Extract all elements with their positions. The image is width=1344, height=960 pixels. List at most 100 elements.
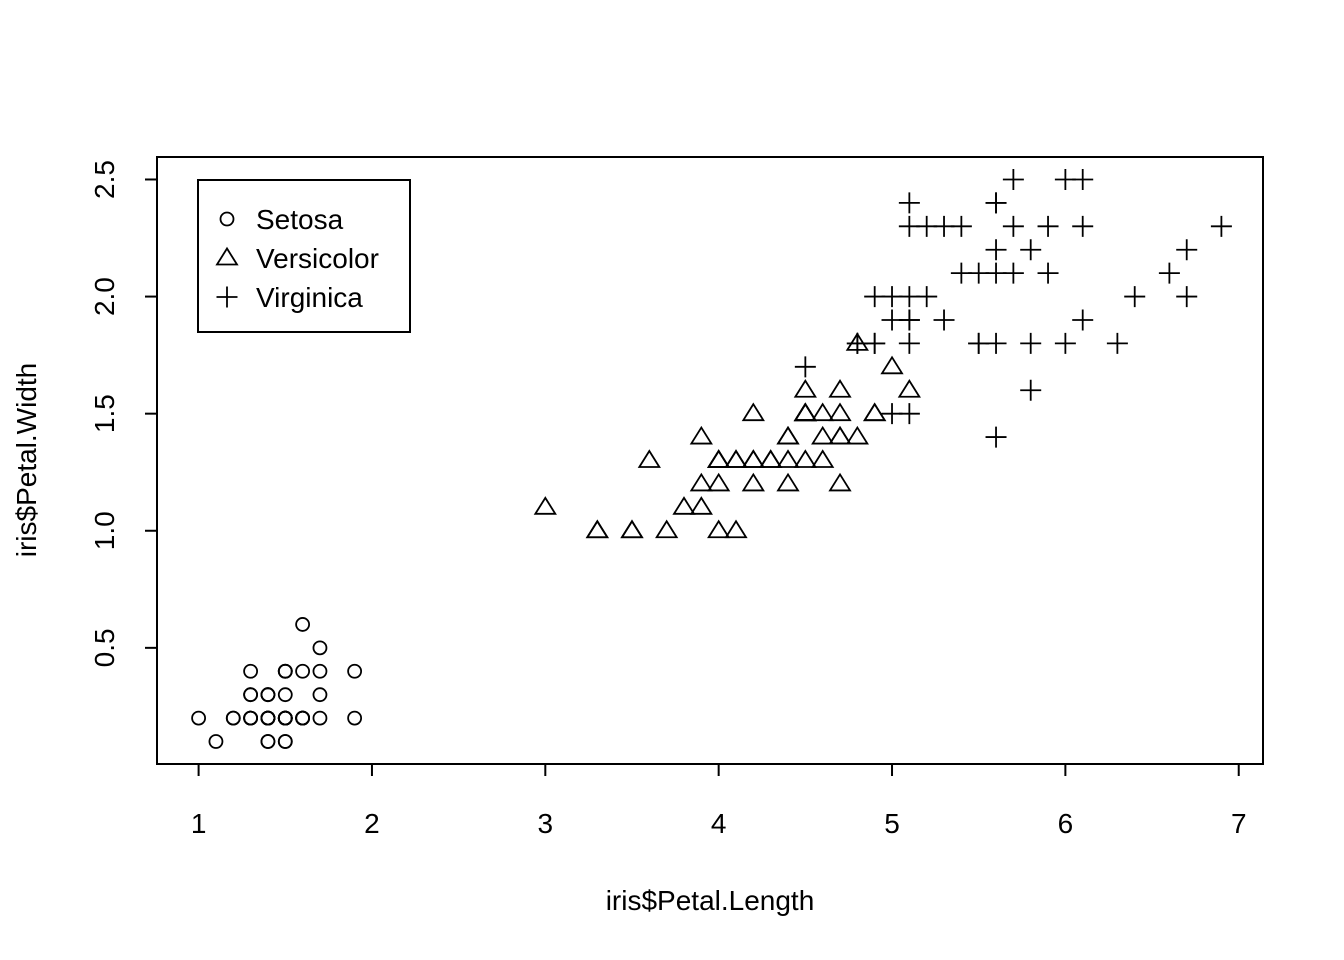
legend-marker-versicolor — [215, 246, 239, 266]
y-tick-label: 2.5 — [89, 160, 120, 199]
versicolor-point — [741, 402, 765, 422]
versicolor-point — [811, 449, 835, 468]
virginica-point — [933, 309, 955, 331]
virginica-point — [898, 403, 920, 425]
versicolor-point — [707, 519, 731, 539]
versicolor-point — [585, 519, 609, 539]
virginica-point — [1020, 332, 1042, 354]
x-tick-label: 6 — [1058, 808, 1074, 839]
virginica-point — [1054, 332, 1076, 354]
setosa-point — [260, 734, 276, 749]
virginica-point — [794, 356, 816, 378]
legend-label-versicolor: Versicolor — [256, 243, 379, 274]
x-tick-label: 4 — [711, 808, 727, 839]
virginica-point — [968, 332, 990, 354]
versicolor-point — [776, 449, 800, 468]
versicolor-point — [689, 496, 713, 515]
versicolor-point — [759, 449, 783, 468]
virginica-point — [950, 215, 972, 237]
virginica-point — [1037, 215, 1059, 237]
versicolor-point — [637, 449, 661, 468]
versicolor-point — [776, 425, 800, 445]
versicolor-point — [672, 496, 696, 515]
virginica-point — [985, 192, 1007, 214]
y-axis-title: iris$Petal.Width — [11, 363, 42, 558]
legend-label-setosa: Setosa — [256, 204, 344, 235]
virginica-point — [1106, 332, 1128, 354]
setosa-point — [225, 710, 241, 726]
virginica-point — [950, 262, 972, 284]
versicolor-point — [863, 402, 887, 422]
setosa-point — [347, 663, 363, 679]
virginica-point — [985, 262, 1007, 284]
versicolor-point — [776, 425, 800, 445]
virginica-point — [1002, 215, 1024, 237]
virginica-point — [1176, 286, 1198, 308]
versicolor-point — [793, 402, 817, 422]
setosa-point — [277, 710, 293, 726]
setosa-point — [208, 734, 224, 749]
y-tick-label: 1.0 — [89, 511, 120, 550]
versicolor-point — [724, 449, 748, 468]
versicolor-point — [655, 519, 679, 539]
x-tick-label: 2 — [364, 808, 380, 839]
versicolor-point — [828, 425, 852, 445]
setosa-point — [243, 687, 259, 703]
versicolor-point — [724, 449, 748, 468]
legend-label-virginica: Virginica — [256, 282, 363, 313]
versicolor-point — [707, 449, 731, 468]
legend-box — [197, 179, 411, 333]
versicolor-point — [880, 355, 904, 375]
virginica-point — [898, 192, 920, 214]
setosa-point — [312, 640, 328, 656]
x-tick-label: 7 — [1231, 808, 1247, 839]
setosa-point — [347, 710, 363, 726]
virginica-point — [985, 426, 1007, 448]
x-tick-label: 3 — [538, 808, 554, 839]
legend: Setosa Versicolor Virginica — [197, 179, 411, 333]
versicolor-point — [776, 472, 800, 492]
series-virginica — [794, 168, 1232, 448]
virginica-point — [916, 286, 938, 308]
setosa-point — [277, 687, 293, 703]
setosa-point — [277, 663, 293, 679]
virginica-point — [1124, 286, 1146, 308]
versicolor-point — [533, 496, 557, 515]
versicolor-point — [793, 449, 817, 468]
virginica-point — [1020, 239, 1042, 261]
versicolor-point — [793, 402, 817, 422]
x-tick-label: 5 — [884, 808, 900, 839]
setosa-point — [295, 617, 311, 632]
setosa-point — [312, 663, 328, 679]
setosa-point — [295, 710, 311, 726]
virginica-point — [1037, 262, 1059, 284]
setosa-point — [191, 710, 207, 726]
versicolor-point — [689, 472, 713, 492]
virginica-point — [1020, 379, 1042, 401]
setosa-point — [260, 687, 276, 703]
y-axis: 0.5 1.0 1.5 2.0 2.5 — [89, 160, 158, 667]
setosa-point — [277, 734, 293, 749]
x-axis: 1 2 3 4 5 6 7 — [191, 763, 1247, 839]
versicolor-point — [793, 379, 817, 398]
versicolor-point — [741, 472, 765, 492]
setosa-point — [243, 663, 259, 679]
versicolor-point — [707, 449, 731, 468]
versicolor-point — [811, 402, 835, 422]
versicolor-point — [897, 379, 921, 398]
versicolor-point — [689, 425, 713, 445]
virginica-point — [898, 332, 920, 354]
y-tick-label: 2.0 — [89, 277, 120, 316]
versicolor-point — [741, 449, 765, 468]
virginica-point — [1210, 215, 1232, 237]
virginica-point — [916, 215, 938, 237]
setosa-point — [260, 710, 276, 726]
series-versicolor — [533, 332, 921, 539]
versicolor-point — [845, 425, 869, 445]
legend-marker-setosa — [219, 211, 235, 227]
x-axis-title: iris$Petal.Length — [606, 885, 815, 916]
virginica-point — [1002, 168, 1024, 190]
versicolor-point — [828, 402, 852, 422]
versicolor-point — [707, 449, 731, 468]
